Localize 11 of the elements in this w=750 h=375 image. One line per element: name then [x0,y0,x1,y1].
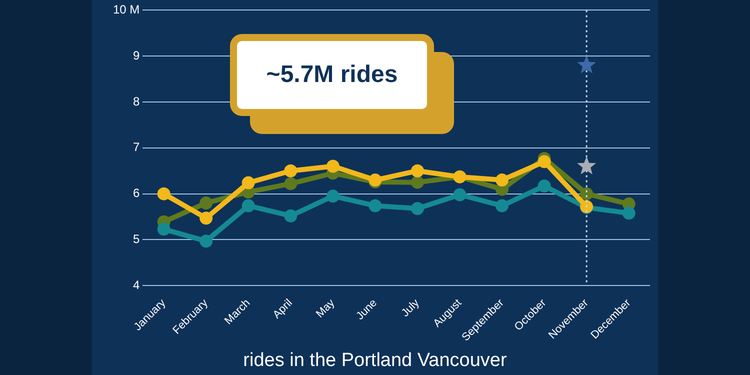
y-tick-label: 9 [132,48,140,62]
y-tick-label: 7 [132,140,140,154]
y-tick-label: 8 [132,94,140,108]
annotation: ~5.7M rides [230,34,434,116]
x-tick-label: July [399,296,422,320]
y-tick-label: 6 [132,186,140,200]
y-tick-label: 5 [132,232,140,246]
text: rides in the Portland Vancouver [242,350,508,372]
y-tick-label: 10 M [112,2,140,17]
x-tick-label: May [314,296,338,320]
y-tick-label: 4 [132,278,140,292]
